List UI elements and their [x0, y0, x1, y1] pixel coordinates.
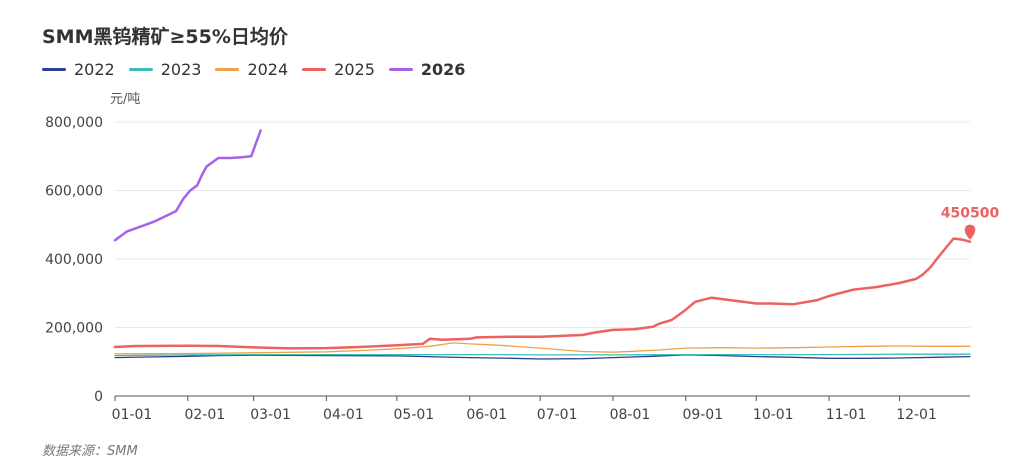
annotation-label: 450500	[941, 206, 1000, 222]
x-tick-label: 05-01	[394, 407, 435, 423]
series-line-2022[interactable]	[114, 354, 971, 360]
annotation-marker[interactable]	[964, 224, 976, 240]
y-tick-label: 0	[94, 389, 103, 405]
legend-swatch	[42, 68, 66, 71]
legend-item-2026[interactable]: 2026	[388, 60, 466, 79]
x-tick-label: 04-01	[323, 407, 364, 423]
x-tick-label: 03-01	[250, 407, 291, 423]
legend-swatch	[388, 68, 413, 71]
x-tick-label: 09-01	[682, 407, 723, 423]
series-line-2023[interactable]	[114, 353, 971, 357]
series-line-2025[interactable]	[113, 237, 972, 350]
series-line-2026[interactable]	[113, 129, 262, 242]
x-tick-label: 07-01	[537, 407, 578, 423]
legend-item-2022[interactable]: 2022	[42, 60, 115, 79]
legend-label: 2023	[160, 60, 202, 79]
y-tick-label: 200,000	[45, 321, 103, 337]
legend-label: 2022	[74, 60, 115, 79]
y-tick-label: 400,000	[45, 252, 103, 268]
legend-item-2023[interactable]: 2023	[128, 60, 202, 79]
legend-item-2024[interactable]: 2024	[215, 60, 288, 79]
y-tick-label: 600,000	[45, 184, 103, 200]
y-axis-unit-label: 元/吨	[110, 92, 140, 107]
legend-label: 2025	[334, 60, 375, 79]
legend-swatch	[215, 68, 240, 71]
x-tick-label: 01-01	[112, 407, 153, 423]
legend-swatch	[128, 68, 153, 71]
chart-legend: 2022 2023 2024 2025 2026	[42, 60, 465, 79]
legend-label: 2024	[247, 60, 289, 79]
x-tick-label: 11-01	[826, 407, 867, 423]
x-tick-label: 06-01	[466, 407, 507, 423]
legend-item-2025[interactable]: 2025	[302, 60, 375, 79]
x-tick-label: 02-01	[184, 407, 225, 423]
legend-label: 2026	[420, 60, 466, 79]
x-tick-label: 12-01	[896, 407, 937, 423]
x-tick-label: 08-01	[610, 407, 651, 423]
legend-swatch	[302, 68, 327, 71]
series-line-2024[interactable]	[114, 342, 971, 355]
chart-title: SMM黑钨精矿≥55%日均价	[42, 26, 288, 48]
y-tick-label: 800,000	[45, 115, 103, 131]
data-source-note: 数据来源：SMM	[42, 444, 138, 459]
x-tick-label: 10-01	[753, 407, 794, 423]
